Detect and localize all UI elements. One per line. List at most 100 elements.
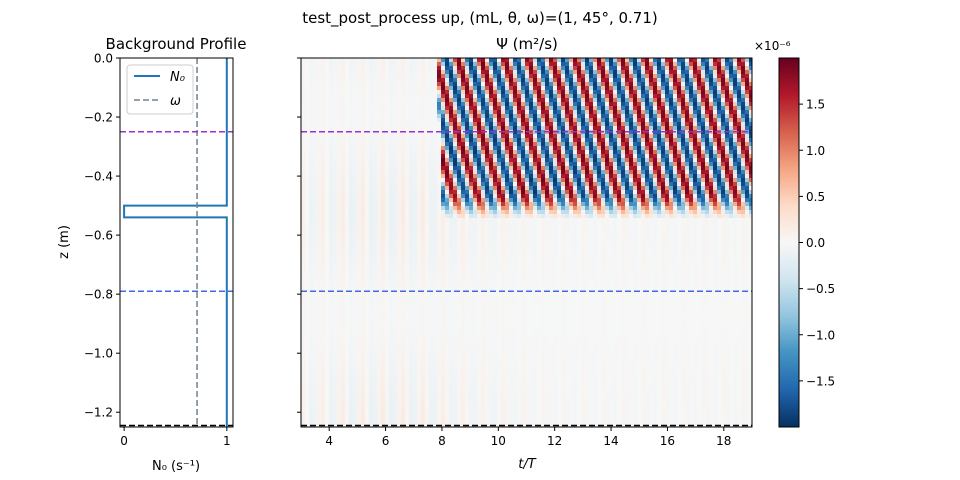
- heatmap-cell: [485, 58, 490, 63]
- heatmap-cell: [729, 86, 734, 91]
- heatmap-cell: [485, 202, 490, 207]
- heatmap-cell: [609, 174, 614, 179]
- heatmap-cell: [633, 138, 638, 143]
- heatmap-cell: [557, 126, 562, 131]
- heatmap-cell: [625, 218, 630, 223]
- heatmap-cell: [305, 178, 310, 183]
- heatmap-cell: [449, 142, 454, 147]
- heatmap-cell: [485, 106, 490, 111]
- heatmap-cell: [421, 62, 426, 67]
- heatmap-cell: [637, 78, 642, 83]
- heatmap-cell: [413, 102, 418, 107]
- heatmap-cell: [525, 94, 530, 99]
- heatmap-cell: [429, 86, 434, 91]
- heatmap-cell: [333, 98, 338, 103]
- heatmap-cell: [377, 154, 382, 159]
- heatmap-cell: [445, 94, 450, 99]
- heatmap-cell: [337, 214, 342, 219]
- heatmap-cell: [513, 198, 518, 203]
- heatmap-cell: [333, 146, 338, 151]
- heatmap-cell: [385, 222, 390, 227]
- heatmap-cell: [365, 150, 370, 155]
- heatmap-cell: [577, 118, 582, 123]
- heatmap-cell: [561, 94, 566, 99]
- heatmap-cell: [581, 194, 586, 199]
- heatmap-cell: [369, 214, 374, 219]
- heatmap-cell: [341, 70, 346, 75]
- heatmap-cell: [449, 158, 454, 163]
- heatmap-cell: [669, 230, 674, 235]
- heatmap-cell: [317, 102, 322, 107]
- heatmap-cell: [429, 230, 434, 235]
- heatmap-cell: [513, 134, 518, 139]
- heatmap-cell: [493, 174, 498, 179]
- heatmap-cell: [657, 134, 662, 139]
- heatmap-cell: [657, 66, 662, 71]
- heatmap-cell: [701, 190, 706, 195]
- heatmap-cell: [705, 154, 710, 159]
- heatmap-cell: [581, 66, 586, 71]
- heatmap-cell: [405, 62, 410, 67]
- heatmap-cell: [717, 118, 722, 123]
- heatmap-cell: [681, 214, 686, 219]
- heatmap-cell: [529, 134, 534, 139]
- heatmap-cell: [637, 226, 642, 231]
- heatmap-cell: [525, 162, 530, 167]
- heatmap-cell: [741, 94, 746, 99]
- heatmap-cell: [653, 110, 658, 115]
- heatmap-cell: [673, 134, 678, 139]
- heatmap-cell: [381, 142, 386, 147]
- heatmap-cell: [533, 174, 538, 179]
- heatmap-cell: [525, 170, 530, 175]
- heatmap-cell: [469, 78, 474, 83]
- heatmap-cell: [537, 138, 542, 143]
- heatmap-cell: [741, 162, 746, 167]
- heatmap-cell: [697, 162, 702, 167]
- heatmap-cell: [513, 66, 518, 71]
- heatmap-cell: [405, 154, 410, 159]
- heatmap-cell: [549, 154, 554, 159]
- heatmap-cell: [589, 202, 594, 207]
- heatmap-cell: [697, 230, 702, 235]
- heatmap-cell: [637, 230, 642, 235]
- heatmap-cell: [533, 94, 538, 99]
- heatmap-cell: [345, 86, 350, 91]
- heatmap-cell: [429, 118, 434, 123]
- heatmap-cell: [393, 114, 398, 119]
- heatmap-cell: [301, 82, 306, 87]
- heatmap-cell: [309, 202, 314, 207]
- heatmap-cell: [657, 214, 662, 219]
- heatmap-cell: [673, 206, 678, 211]
- heatmap-cell: [397, 182, 402, 187]
- heatmap-cell: [309, 194, 314, 199]
- heatmap-cell: [477, 178, 482, 183]
- heatmap-cell: [357, 198, 362, 203]
- heatmap-cell: [533, 78, 538, 83]
- heatmap-cell: [433, 226, 438, 231]
- heatmap-cell: [465, 74, 470, 79]
- heatmap-cell: [597, 186, 602, 191]
- heatmap-cell: [469, 154, 474, 159]
- heatmap-cell: [537, 198, 542, 203]
- heatmap-cell: [473, 78, 478, 83]
- heatmap-cell: [689, 218, 694, 223]
- heatmap-cell: [557, 118, 562, 123]
- heatmap-cell: [545, 66, 550, 71]
- heatmap-cell: [305, 182, 310, 187]
- heatmap-cell: [721, 210, 726, 215]
- heatmap-cell: [685, 194, 690, 199]
- heatmap-cell: [305, 202, 310, 207]
- heatmap-cell: [357, 162, 362, 167]
- heatmap-cell: [741, 226, 746, 231]
- heatmap-cell: [629, 226, 634, 231]
- heatmap-cell: [561, 78, 566, 83]
- heatmap-cell: [741, 86, 746, 91]
- heatmap-cell: [373, 98, 378, 103]
- heatmap-cell: [433, 166, 438, 171]
- heatmap-cell: [397, 106, 402, 111]
- heatmap-cell: [337, 86, 342, 91]
- heatmap-cell: [689, 110, 694, 115]
- heatmap-cell: [417, 210, 422, 215]
- heatmap-cell: [685, 130, 690, 135]
- heatmap-cell: [385, 166, 390, 171]
